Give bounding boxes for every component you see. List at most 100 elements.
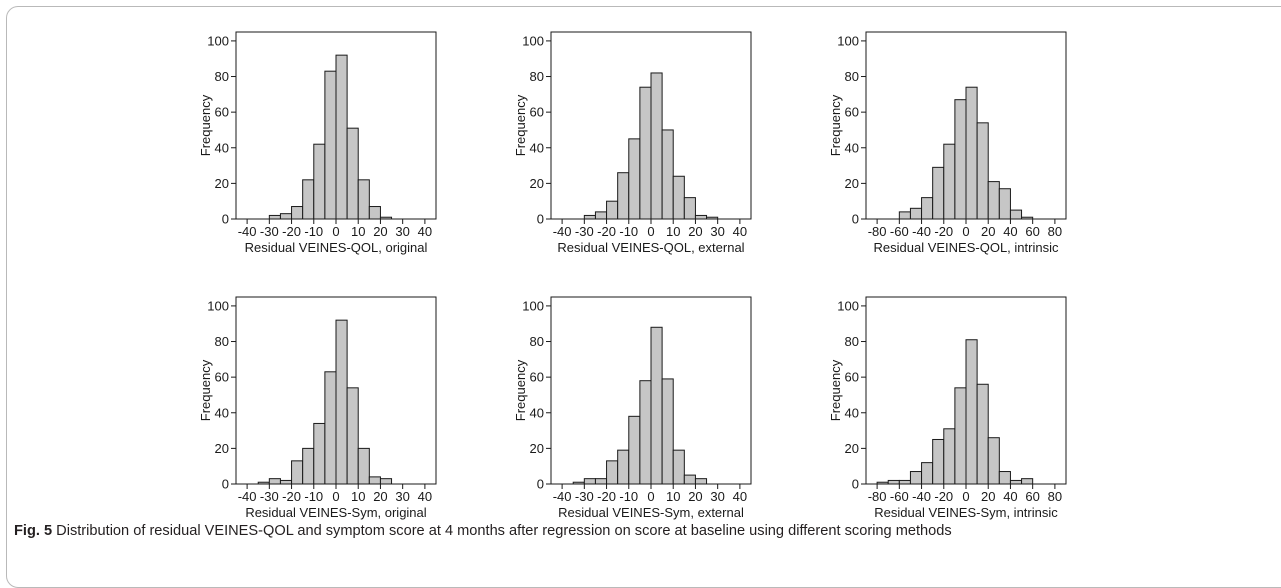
y-tick-label: 100 <box>837 298 859 313</box>
x-tick-label: -30 <box>260 224 279 239</box>
x-tick-label: 0 <box>332 224 339 239</box>
x-axis-title: Residual VEINES-QOL, intrinsic <box>874 240 1059 255</box>
y-tick-label: 0 <box>852 477 859 492</box>
x-tick-label: -10 <box>304 489 323 504</box>
histogram-bar <box>976 122 989 220</box>
x-tick-label: 30 <box>710 224 724 239</box>
histogram-bar <box>898 211 911 220</box>
y-axis-title: Frequency <box>513 359 528 421</box>
x-axis-title: Residual VEINES-Sym, original <box>245 505 426 520</box>
y-tick-label: 80 <box>530 334 544 349</box>
x-tick-label: -40 <box>553 489 572 504</box>
histogram-bar <box>302 447 315 485</box>
histogram-bar <box>268 478 281 485</box>
x-tick-label: 40 <box>733 224 747 239</box>
x-tick-label: -30 <box>260 489 279 504</box>
y-axis-title: Frequency <box>828 359 843 421</box>
x-tick-label: -40 <box>912 224 931 239</box>
y-tick-label: 40 <box>215 140 229 155</box>
y-tick-label: 60 <box>215 370 229 385</box>
histogram-bar <box>1021 478 1034 485</box>
x-tick-label: 0 <box>962 224 969 239</box>
x-axis-title: Residual VEINES-Sym, external <box>558 505 744 520</box>
histogram-bar <box>606 460 619 485</box>
y-tick-label: 100 <box>207 33 229 48</box>
y-tick-label: 80 <box>845 69 859 84</box>
histogram-bar <box>324 371 337 485</box>
y-tick-label: 100 <box>522 298 544 313</box>
histogram-bar <box>583 478 596 485</box>
x-tick-label: 60 <box>1025 224 1039 239</box>
x-tick-label: 20 <box>373 489 387 504</box>
y-tick-label: 60 <box>530 105 544 120</box>
x-tick-label: 30 <box>395 224 409 239</box>
y-tick-label: 0 <box>222 212 229 227</box>
histogram-bar <box>583 214 596 220</box>
x-tick-label: -20 <box>934 224 953 239</box>
y-tick-label: 60 <box>845 105 859 120</box>
x-tick-label: 10 <box>666 489 680 504</box>
y-axis-title: Frequency <box>198 94 213 156</box>
histogram-bar <box>672 449 685 485</box>
x-tick-label: 20 <box>688 224 702 239</box>
histogram-bar <box>898 479 911 485</box>
x-tick-label: 30 <box>710 489 724 504</box>
histogram-bar <box>909 471 923 485</box>
x-tick-label: -10 <box>304 224 323 239</box>
histogram-bar <box>976 383 989 485</box>
x-tick-label: 40 <box>418 489 432 504</box>
x-tick-label: 40 <box>418 224 432 239</box>
histogram-bar <box>998 188 1011 220</box>
histogram-bar <box>954 387 967 485</box>
histogram-bar <box>628 138 641 220</box>
x-axis-title: Residual VEINES-QOL, original <box>245 240 428 255</box>
histogram-bar <box>379 478 393 485</box>
histogram-bar <box>965 86 978 220</box>
y-tick-label: 0 <box>537 212 544 227</box>
x-tick-label: -40 <box>238 489 257 504</box>
histogram-bar <box>965 339 978 485</box>
y-tick-label: 60 <box>530 370 544 385</box>
y-tick-label: 100 <box>837 33 859 48</box>
y-tick-label: 80 <box>215 69 229 84</box>
histogram-bar <box>987 437 1000 485</box>
x-tick-label: 40 <box>733 489 747 504</box>
y-tick-label: 0 <box>852 212 859 227</box>
x-tick-label: -80 <box>868 224 887 239</box>
histogram-bar <box>291 460 304 485</box>
histogram-bar <box>909 207 923 220</box>
histogram-bar <box>954 99 967 220</box>
histogram-bar <box>683 197 696 220</box>
x-tick-label: -10 <box>619 224 638 239</box>
histogram-bar <box>694 214 708 220</box>
histogram-bar <box>998 471 1011 485</box>
histogram-bar <box>302 179 315 220</box>
y-tick-label: 20 <box>215 176 229 191</box>
histogram-bar <box>594 478 608 485</box>
y-tick-label: 20 <box>845 176 859 191</box>
histogram-bar <box>1009 479 1023 485</box>
y-tick-label: 80 <box>215 334 229 349</box>
x-tick-label: 0 <box>962 489 969 504</box>
x-tick-label: -60 <box>890 489 909 504</box>
y-tick-label: 40 <box>845 405 859 420</box>
x-tick-label: 0 <box>647 489 654 504</box>
x-tick-label: -20 <box>282 489 301 504</box>
histogram-bar <box>346 387 359 485</box>
y-tick-label: 60 <box>215 105 229 120</box>
histogram-bar <box>943 428 956 485</box>
x-tick-label: -40 <box>912 489 931 504</box>
histogram-bar <box>617 449 630 485</box>
x-tick-label: -60 <box>890 224 909 239</box>
histogram-bar <box>357 179 370 220</box>
x-axis-title: Residual VEINES-Sym, intrinsic <box>874 505 1058 520</box>
histogram-bar <box>313 143 326 220</box>
histogram-bar <box>987 181 1000 220</box>
y-axis-title: Frequency <box>198 359 213 421</box>
